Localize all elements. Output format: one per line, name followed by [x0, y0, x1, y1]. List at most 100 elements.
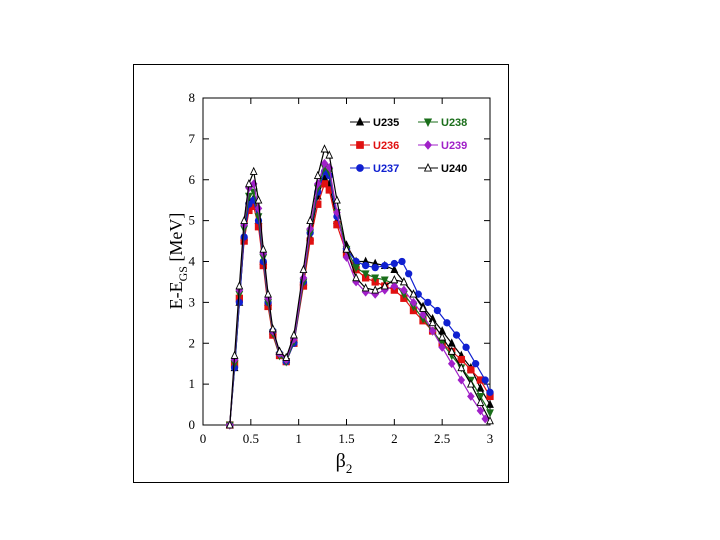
y-axis-label-sub: GS [176, 266, 190, 281]
data-point [399, 277, 408, 286]
data-point [352, 264, 360, 273]
x-tick-label: 1.5 [338, 431, 354, 446]
data-point [325, 150, 334, 159]
data-point [409, 289, 418, 298]
x-tick-label: 1 [295, 431, 302, 446]
x-tick-label: 0.5 [243, 431, 259, 446]
x-tick-label: 2 [391, 431, 398, 446]
data-point [249, 166, 258, 175]
legend: U235 U236 U237 U238 U239 U240 [350, 116, 467, 175]
data-point [230, 350, 239, 359]
data-point [433, 306, 442, 315]
x-tick-label: 3 [487, 431, 494, 446]
x-tick-label: 0 [200, 431, 207, 446]
data-point [225, 420, 234, 429]
data-point [361, 261, 370, 270]
data-point [320, 144, 329, 153]
data-point [486, 416, 494, 425]
x-tick-label: 2.5 [434, 431, 450, 446]
x-axis-label-main: β [336, 450, 346, 472]
data-point [462, 343, 470, 351]
data-point [390, 281, 399, 291]
data-point [457, 355, 465, 364]
data-point [254, 195, 263, 204]
legend-item-u236: U236 [350, 140, 399, 152]
data-point [424, 298, 432, 307]
data-point [419, 310, 427, 320]
data-point [438, 332, 447, 341]
y-tick-label: 6 [189, 172, 196, 187]
data-point [320, 180, 329, 188]
y-axis-label: E-EGS [MeV] [166, 213, 190, 310]
data-point [481, 414, 490, 424]
legend-marker [355, 116, 365, 126]
y-tick-label: 4 [189, 254, 196, 269]
data-point [390, 275, 399, 284]
data-point [282, 352, 291, 361]
y-tick-label: 5 [189, 213, 196, 228]
legend-label: U236 [373, 140, 399, 152]
data-point [380, 281, 389, 290]
data-point [361, 283, 370, 292]
data-point [428, 326, 437, 336]
legend-item-u240: U240 [418, 162, 467, 175]
data-point [306, 224, 314, 234]
data-point [467, 391, 475, 401]
x-axis-label-sub: 2 [346, 461, 353, 476]
data-point [400, 285, 408, 295]
data-point [405, 270, 413, 278]
data-point [447, 359, 456, 369]
legend-marker [356, 141, 364, 149]
data-point [371, 274, 380, 283]
legend-item-u235: U235 [350, 116, 399, 129]
y-tick-label: 8 [189, 90, 196, 105]
figure-frame: 0 0.5 1 1.5 2 2.5 3 0 1 2 3 4 5 6 7 8 E-EGS [MeV] β2 U2… [133, 64, 509, 483]
data-point [254, 203, 263, 213]
data-point [476, 397, 485, 406]
legend-label: U240 [441, 163, 467, 175]
y-tick-label: 2 [189, 335, 196, 350]
data-point [471, 360, 480, 368]
data-point [476, 383, 485, 392]
data-point [409, 297, 418, 307]
legend-marker [424, 140, 432, 150]
data-point [486, 388, 494, 396]
data-point [419, 303, 427, 312]
data-point [476, 406, 485, 416]
data-point [457, 375, 466, 385]
legend-marker [423, 162, 433, 172]
legend-label: U237 [373, 163, 399, 175]
data-point [481, 376, 489, 384]
data-point [245, 178, 253, 188]
data-point [268, 324, 277, 333]
data-point [476, 393, 485, 402]
data-point [333, 195, 341, 204]
legend-label: U239 [441, 140, 467, 152]
data-point [457, 362, 466, 372]
data-point [486, 409, 494, 418]
data-point [443, 319, 451, 327]
data-point [398, 257, 406, 266]
legend-item-u239: U239 [418, 140, 467, 152]
data-point [320, 158, 329, 168]
data-point [289, 330, 298, 339]
data-point [466, 379, 475, 388]
data-point [306, 215, 315, 224]
legend-marker [423, 118, 433, 128]
x-axis-label: β2 [336, 450, 353, 476]
data-point [447, 338, 456, 347]
data-point [259, 244, 268, 253]
y-tick-label: 3 [189, 294, 196, 309]
data-point [390, 259, 398, 268]
data-point [235, 281, 244, 290]
data-point [342, 244, 351, 253]
data-point [390, 264, 399, 274]
data-point [352, 273, 360, 282]
y-axis-label-main: E-E [166, 281, 186, 309]
legend-label: U238 [441, 117, 467, 129]
data-point [381, 261, 389, 270]
data-point [380, 276, 389, 285]
y-tick-label: 7 [189, 131, 196, 146]
legend-label: U235 [373, 117, 399, 129]
